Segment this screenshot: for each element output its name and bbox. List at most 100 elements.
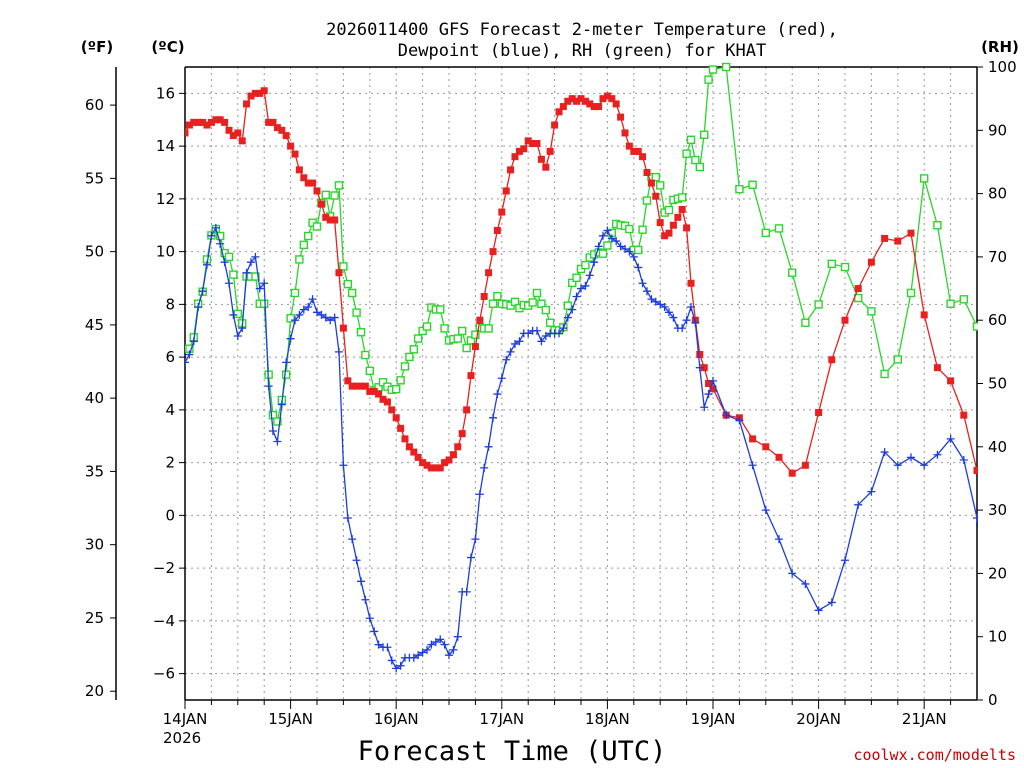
dewpoint-point xyxy=(273,437,282,446)
rh-point xyxy=(691,155,700,165)
dewpoint-point xyxy=(959,455,968,464)
x-tick-label: 19JAN xyxy=(691,710,736,728)
fahrenheit-tick-label: 20 xyxy=(85,682,104,700)
rh-point xyxy=(634,245,643,255)
temperature-point xyxy=(427,464,435,472)
dewpoint-point xyxy=(493,390,502,399)
rh-point xyxy=(598,249,608,258)
rh-point xyxy=(625,224,634,234)
temperature-point xyxy=(309,179,317,187)
temperature-point xyxy=(524,137,532,145)
temperature-point xyxy=(815,409,823,417)
temperature-point xyxy=(370,387,378,395)
dewpoint-point xyxy=(761,506,770,515)
rh-point xyxy=(946,299,955,308)
dewpoint-point xyxy=(678,324,687,333)
rh-point xyxy=(840,262,850,272)
dewpoint-point xyxy=(423,645,432,654)
temperature-point xyxy=(643,169,651,176)
rh-point xyxy=(920,174,929,183)
temperature-point xyxy=(577,95,585,103)
temperature-point xyxy=(542,163,550,171)
dewpoint-point xyxy=(973,514,978,523)
rh-point xyxy=(664,205,674,215)
temperature-point xyxy=(674,213,682,221)
rh-point xyxy=(677,193,687,202)
dewpoint-point xyxy=(532,326,541,335)
dewpoint-point xyxy=(387,656,396,665)
dewpoint-point xyxy=(414,651,423,660)
dewpoint-point xyxy=(907,453,915,462)
temperature-point xyxy=(647,179,655,187)
temperature-point xyxy=(295,166,303,174)
temperature-point xyxy=(199,118,207,126)
dewpoint-point xyxy=(598,231,607,240)
dewpoint-point xyxy=(775,535,783,544)
temperature-point xyxy=(256,89,264,97)
dewpoint-point xyxy=(268,426,277,435)
temperature-point xyxy=(749,435,757,443)
dewpoint-point xyxy=(295,310,304,319)
temperature-point xyxy=(480,292,488,300)
temperature-point xyxy=(775,453,783,461)
temperature-point xyxy=(326,216,334,224)
dewpoint-point xyxy=(291,316,300,325)
dewpoint-point xyxy=(418,648,427,657)
rh-tick-label: 10 xyxy=(988,628,1007,646)
dewpoint-point xyxy=(361,595,370,604)
temperature-point xyxy=(216,116,224,124)
rh-point xyxy=(545,318,555,327)
temperature-point xyxy=(709,385,717,393)
celsius-tick-label: 6 xyxy=(165,348,175,366)
dewpoint-point xyxy=(880,448,889,457)
temperature-point xyxy=(304,179,312,187)
temperature-point xyxy=(445,456,453,464)
dewpoint-point xyxy=(625,247,634,256)
temperature-point xyxy=(603,92,611,100)
dewpoint-point xyxy=(664,308,673,317)
rh-point xyxy=(959,295,968,304)
dewpoint-point xyxy=(577,284,585,293)
rh-point xyxy=(458,326,467,336)
dewpoint-point xyxy=(313,308,321,317)
rh-point xyxy=(268,410,278,420)
temperature-point xyxy=(947,377,955,385)
dewpoint-point xyxy=(445,651,453,660)
temperature-point xyxy=(828,356,836,364)
grid-lines xyxy=(185,67,977,700)
temperature-point xyxy=(656,219,664,227)
dewpoint-point xyxy=(555,329,564,338)
dewpoint-point xyxy=(440,640,449,649)
rh-point xyxy=(708,65,718,74)
dewpoint-point xyxy=(304,303,313,312)
temperature-point xyxy=(291,150,299,158)
fahrenheit-tick-label: 30 xyxy=(85,536,104,554)
temperature-point xyxy=(251,89,259,97)
rh-point xyxy=(215,231,225,241)
dewpoint-point xyxy=(594,242,603,251)
dewpoint-point xyxy=(453,632,462,641)
temperature-point xyxy=(894,237,902,245)
rh-point xyxy=(339,262,348,271)
dewpoint-point xyxy=(801,579,810,588)
rh-point xyxy=(334,181,344,190)
temperature-point xyxy=(397,424,405,432)
temperature-point xyxy=(322,213,330,221)
temperature-point xyxy=(564,97,572,105)
temperature-point xyxy=(247,92,255,100)
temperature-point xyxy=(436,464,444,472)
temperature-point xyxy=(401,435,409,443)
rh-point xyxy=(603,241,612,250)
dewpoint-point xyxy=(651,297,660,306)
dewpoint-point xyxy=(211,223,220,232)
dewpoint-point xyxy=(352,556,361,565)
temperature-point xyxy=(568,95,576,103)
dewpoint-point xyxy=(515,337,524,346)
dewpoint-point xyxy=(427,640,436,649)
rh-point xyxy=(572,273,581,282)
rh-point xyxy=(400,362,410,371)
temperature-point xyxy=(705,380,713,387)
rh-point xyxy=(484,324,493,333)
dewpoint-point xyxy=(687,303,696,312)
